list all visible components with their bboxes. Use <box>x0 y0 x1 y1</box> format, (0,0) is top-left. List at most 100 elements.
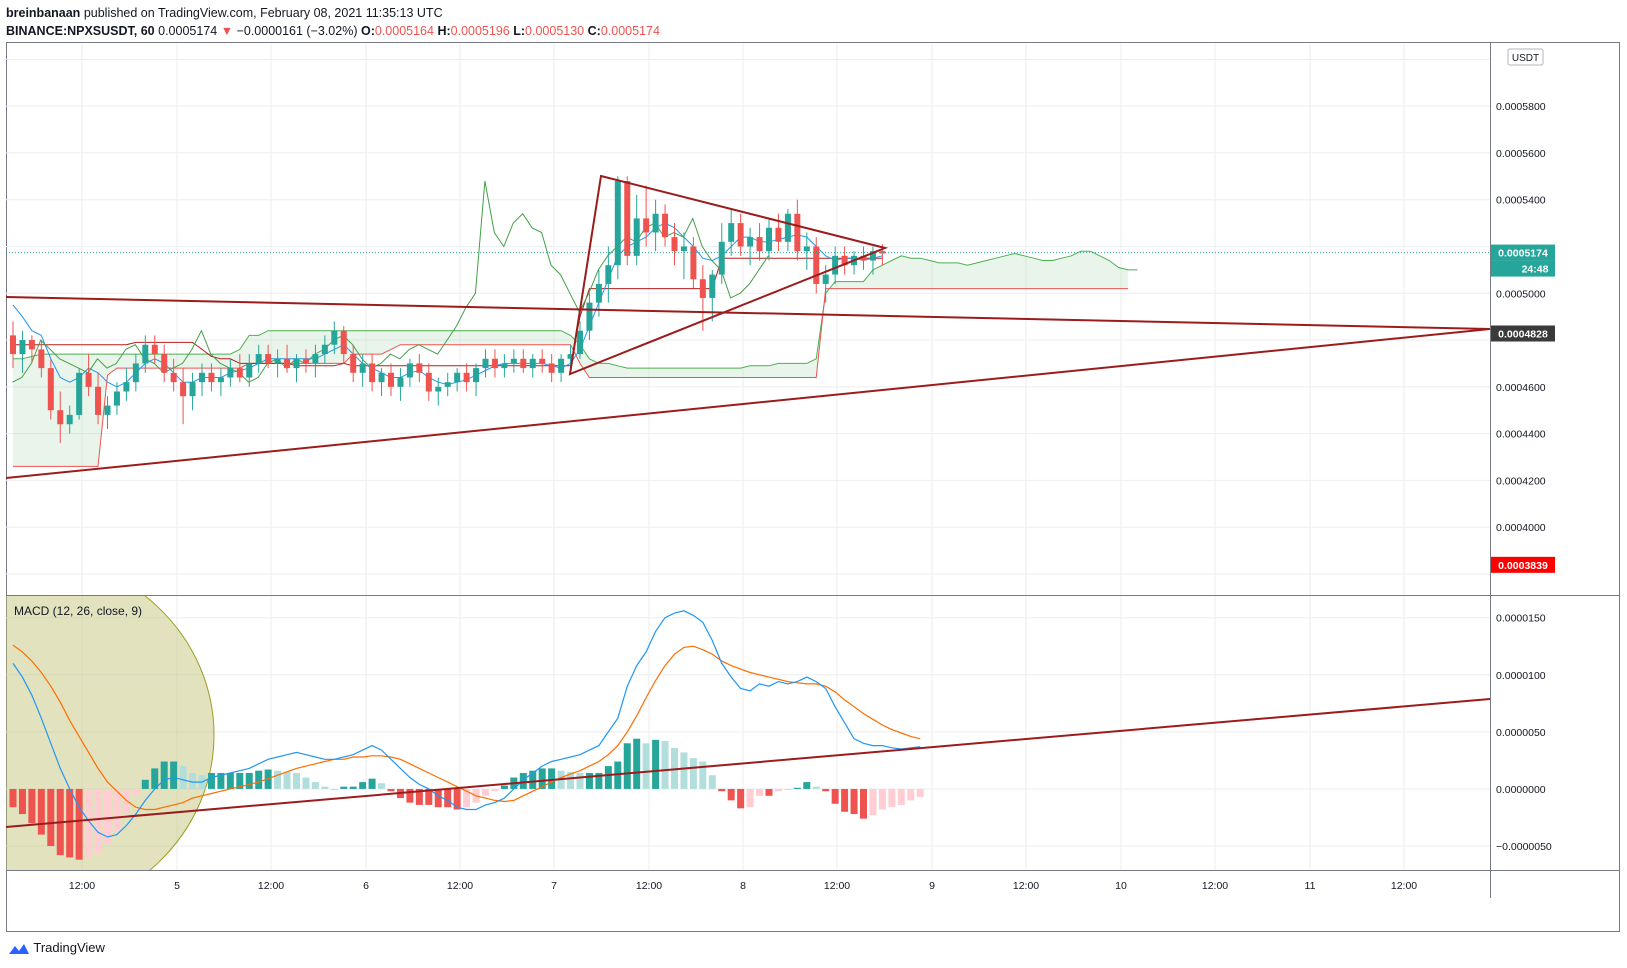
histogram-bar <box>746 788 754 808</box>
histogram-bar <box>519 772 527 789</box>
cloud-segment <box>627 368 637 378</box>
histogram-bar <box>784 788 792 791</box>
x-tick-label: 12:00 <box>1202 880 1228 892</box>
low-price-tag: 0.0003839 <box>1491 556 1555 573</box>
base-line <box>13 257 883 367</box>
cloud-segment <box>1061 255 1072 289</box>
candle-body <box>208 372 215 383</box>
candle-body <box>813 246 820 284</box>
y-tick-label: 0.0005400 <box>1496 195 1546 207</box>
histogram-bar <box>463 788 471 808</box>
histogram-bar <box>831 788 839 804</box>
histogram-bar <box>869 788 877 816</box>
cloud-segment <box>1014 253 1025 289</box>
cloud-segment <box>759 365 769 378</box>
candle-body <box>66 414 73 425</box>
x-tick-label: 12:00 <box>824 880 850 892</box>
histogram-bar <box>491 788 499 792</box>
histogram-bar <box>406 788 414 803</box>
tradingview-logo-icon[interactable] <box>8 942 30 956</box>
cloud-segment <box>409 330 420 345</box>
close-label: C: <box>587 24 601 38</box>
cloud-segment <box>608 363 618 378</box>
candle-body <box>869 251 876 261</box>
cloud-segment <box>1099 255 1110 289</box>
candle-body <box>539 358 546 364</box>
candle-body <box>491 358 498 369</box>
cloud-segment <box>22 356 32 467</box>
last-price-tag-box <box>1491 244 1555 261</box>
cloud-segment <box>948 262 958 289</box>
histogram-bar <box>311 782 319 789</box>
x-tick-label: 12:00 <box>258 880 284 892</box>
histogram-bar <box>293 772 300 789</box>
candle-body <box>567 354 574 359</box>
cloud-segment <box>542 330 552 345</box>
lagging-span <box>12 180 769 383</box>
candle-body <box>435 386 442 392</box>
symbol-label[interactable]: BINANCE:NPXSUSDT, 60 <box>6 24 155 38</box>
histogram-bar <box>434 788 442 808</box>
cloud-segment <box>485 330 495 345</box>
x-tick-label: 9 <box>929 880 935 892</box>
histogram-bar <box>803 782 811 789</box>
candle-body <box>340 330 347 355</box>
candle-body <box>180 382 187 397</box>
histogram-bar <box>567 771 575 789</box>
cloud-segment <box>192 354 202 369</box>
low-value: 0.0005130 <box>525 24 585 38</box>
histogram-bar <box>482 788 489 796</box>
last-price-tag-text: 0.0005174 <box>1498 248 1548 260</box>
histogram-bar <box>500 785 508 789</box>
cloud-segment <box>1005 253 1015 289</box>
macd-y-tick-label: 0.0000050 <box>1496 727 1546 739</box>
candle-body <box>699 279 706 298</box>
ichimoku-cloud <box>13 251 1129 467</box>
main-pane <box>6 174 1490 479</box>
candle-body <box>633 218 640 256</box>
candle-body <box>832 255 839 275</box>
candle-body <box>624 181 631 256</box>
macd-y-tick-label: 0.0000150 <box>1496 613 1546 625</box>
candle-body <box>737 223 744 247</box>
ohlc-line: BINANCE:NPXSUSDT, 60 0.0005174 ▼ −0.0000… <box>6 22 660 40</box>
x-tick-label: 6 <box>363 880 369 892</box>
cloud-segment <box>532 330 543 345</box>
candle-body <box>473 368 480 383</box>
cloud-segment <box>1024 255 1034 289</box>
histogram-bar <box>888 788 896 808</box>
candle-body <box>388 372 394 387</box>
author-name[interactable]: breinbanaan <box>6 6 81 20</box>
candle-body <box>558 358 565 373</box>
currency-badge-text: USDT <box>1512 53 1539 64</box>
trendlines <box>6 174 1490 479</box>
candle-body <box>643 218 650 233</box>
cloud-segment <box>1052 258 1062 289</box>
histogram-bar <box>453 788 461 810</box>
brand-name[interactable]: TradingView <box>33 940 105 955</box>
histogram-bar <box>774 788 782 792</box>
histogram-bar <box>425 788 433 805</box>
cloud-segment <box>1090 251 1100 289</box>
macd-trendline <box>6 698 1490 828</box>
histogram-bar <box>226 772 234 789</box>
cloud-segment <box>523 330 533 345</box>
cloud-segment <box>598 363 609 378</box>
triangle-pattern <box>568 174 889 376</box>
candle-body <box>217 377 224 383</box>
cloud-segment <box>891 255 902 289</box>
cloud-segment <box>494 330 505 345</box>
cloud-segment <box>457 330 467 345</box>
histogram-bar <box>756 788 764 796</box>
candle-body <box>28 340 35 350</box>
x-tick-label: 11 <box>1305 880 1316 892</box>
cloud-segment <box>98 354 108 467</box>
cloud-segment <box>882 260 892 289</box>
cloud-segment <box>939 262 949 289</box>
histogram-bar <box>444 788 452 808</box>
candle-body <box>766 227 772 252</box>
histogram-bar <box>652 739 660 789</box>
level-price-tag-text: 0.0004828 <box>1498 329 1548 341</box>
x-tick-label: 12:00 <box>1391 880 1417 892</box>
